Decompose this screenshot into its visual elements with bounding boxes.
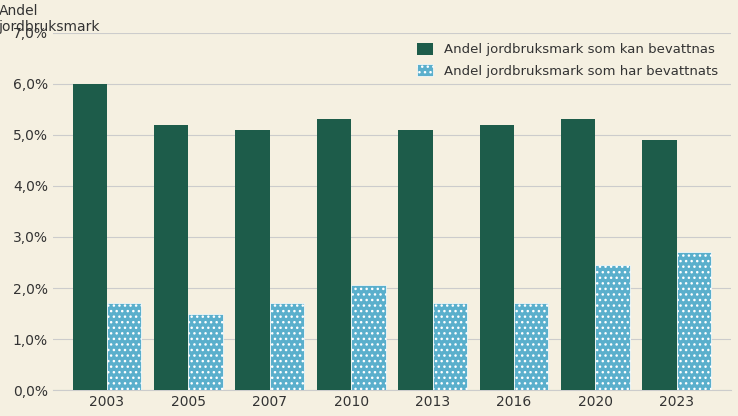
Bar: [235, 130, 270, 390]
Bar: [432, 303, 467, 390]
Bar: [317, 119, 351, 390]
Bar: [399, 130, 432, 390]
Bar: [188, 314, 223, 390]
Bar: [351, 285, 385, 390]
Bar: [596, 265, 630, 390]
Bar: [72, 84, 107, 390]
Bar: [480, 124, 514, 390]
Bar: [561, 119, 596, 390]
Bar: [107, 303, 142, 390]
Bar: [677, 252, 711, 390]
Text: Andel
jordbruksmark: Andel jordbruksmark: [0, 4, 100, 34]
Bar: [642, 140, 677, 390]
Bar: [154, 124, 188, 390]
Bar: [270, 303, 304, 390]
Bar: [514, 303, 548, 390]
Legend: Andel jordbruksmark som kan bevattnas, Andel jordbruksmark som har bevattnats: Andel jordbruksmark som kan bevattnas, A…: [417, 43, 717, 77]
